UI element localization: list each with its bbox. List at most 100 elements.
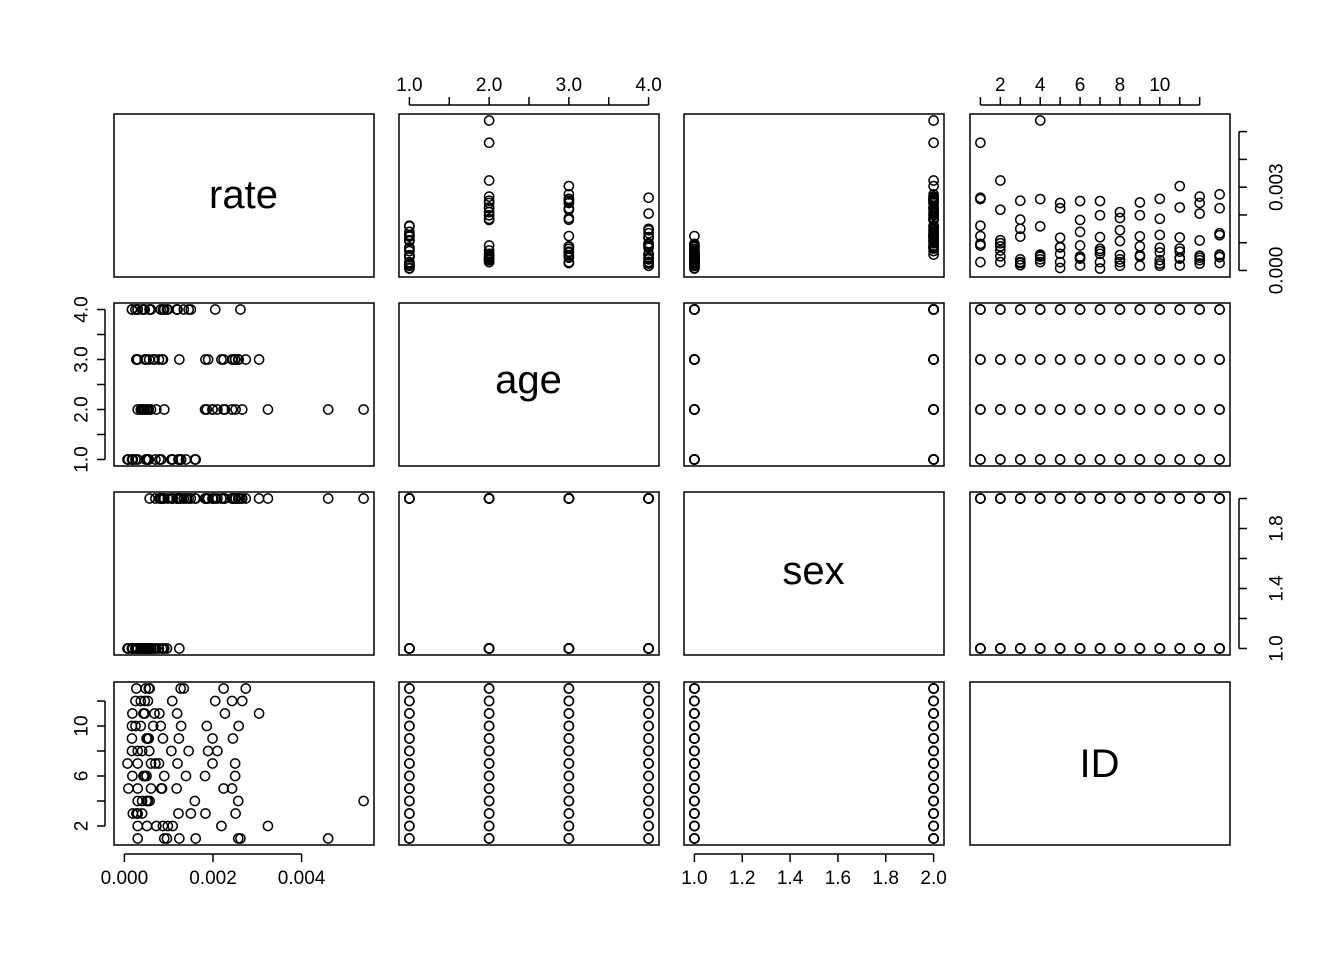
data-point xyxy=(483,745,495,757)
data-point xyxy=(643,249,654,261)
data-point xyxy=(178,683,190,694)
data-point xyxy=(404,229,415,241)
data-point xyxy=(1174,180,1186,192)
data-point xyxy=(483,770,495,782)
data-point xyxy=(643,808,654,819)
data-point xyxy=(1134,230,1146,242)
tick-label: 2 xyxy=(72,821,93,832)
data-point xyxy=(928,454,939,465)
data-point xyxy=(1194,454,1206,465)
data-point xyxy=(1174,404,1186,415)
data-point xyxy=(1194,258,1206,269)
data-point xyxy=(161,643,173,654)
data-point xyxy=(145,758,157,769)
data-point xyxy=(928,175,939,186)
data-point xyxy=(928,404,939,415)
axis-bottom-rate: 0.000 0.002 0.004 xyxy=(101,853,326,889)
data-point xyxy=(404,833,415,844)
data-point xyxy=(689,404,700,415)
data-point xyxy=(157,733,169,744)
data-point xyxy=(689,770,700,782)
tick-label: 0.000 xyxy=(101,868,149,889)
data-point xyxy=(172,758,183,769)
data-point xyxy=(928,733,939,744)
data-point xyxy=(1174,454,1186,465)
axis-right-sex_right: 1.0 1.4 1.8 xyxy=(1238,497,1288,662)
data-point xyxy=(199,770,211,782)
data-point xyxy=(1134,354,1146,365)
axis-left-age: 1.0 2.0 3.0 4.0 xyxy=(72,296,106,473)
data-point xyxy=(975,454,986,465)
data-point xyxy=(178,493,190,504)
data-point xyxy=(643,795,654,807)
data-point xyxy=(563,189,575,200)
data-point xyxy=(563,246,575,257)
data-point xyxy=(975,192,986,204)
tick-label: 1.2 xyxy=(729,868,755,889)
data-point xyxy=(136,808,148,819)
data-point xyxy=(1214,227,1225,239)
panel-sex-vs-ID xyxy=(969,491,1231,656)
data-point xyxy=(1114,212,1126,224)
data-point xyxy=(136,745,148,757)
data-point xyxy=(201,493,213,504)
axis-right-rate_right: 0.000 0.003 xyxy=(1238,130,1288,294)
data-point xyxy=(226,404,238,415)
data-point xyxy=(143,745,155,757)
data-point xyxy=(563,695,575,707)
data-point xyxy=(643,758,654,769)
data-point xyxy=(1054,232,1066,244)
data-point xyxy=(404,235,415,246)
data-point xyxy=(1034,404,1046,415)
data-point xyxy=(563,252,575,264)
data-point xyxy=(232,795,244,807)
data-point xyxy=(236,695,248,707)
data-point xyxy=(127,770,138,782)
data-point xyxy=(233,354,245,365)
data-point xyxy=(1094,195,1106,207)
points-age-vs-sex xyxy=(689,304,939,465)
data-point xyxy=(1134,240,1146,252)
tick-label: 4 xyxy=(1035,75,1046,96)
data-point xyxy=(689,808,700,819)
data-point xyxy=(122,758,133,769)
data-point xyxy=(483,643,495,654)
data-point xyxy=(1034,254,1046,265)
tick-label: 2.0 xyxy=(72,396,93,422)
tick-label: 4.0 xyxy=(72,296,93,322)
data-point xyxy=(150,758,161,769)
data-point xyxy=(563,257,575,269)
panel-age-vs-sex xyxy=(683,302,945,467)
data-point xyxy=(404,745,415,757)
data-point xyxy=(1094,354,1106,365)
data-point xyxy=(150,820,162,832)
data-point xyxy=(1154,213,1166,225)
data-point xyxy=(1054,454,1066,465)
data-point xyxy=(689,354,700,365)
panel-rate-vs-sex xyxy=(683,113,945,278)
tick-label: 8 xyxy=(1115,75,1126,96)
tick-label: 2.0 xyxy=(476,75,502,96)
data-point xyxy=(483,254,495,266)
data-point xyxy=(233,720,245,732)
data-point xyxy=(171,708,183,719)
data-point xyxy=(209,304,221,315)
data-point xyxy=(689,304,700,315)
data-point xyxy=(207,733,218,744)
data-point xyxy=(173,733,185,744)
data-point xyxy=(1074,253,1086,264)
data-point xyxy=(994,234,1006,246)
data-point xyxy=(132,795,144,807)
data-point xyxy=(928,683,939,694)
data-point xyxy=(1214,404,1225,415)
data-point xyxy=(643,683,654,694)
data-point xyxy=(130,720,141,732)
data-point xyxy=(643,232,654,243)
data-point xyxy=(147,720,159,732)
data-point xyxy=(144,304,155,315)
data-point xyxy=(483,708,495,719)
data-point xyxy=(928,137,939,149)
data-point xyxy=(928,820,939,832)
data-point xyxy=(1154,493,1166,504)
